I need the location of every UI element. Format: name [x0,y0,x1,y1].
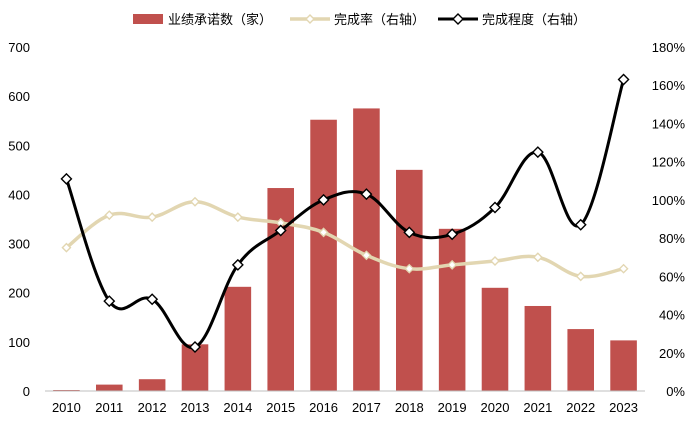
diamond-marker [318,227,329,238]
x-axis-tick-label: 2019 [438,400,467,415]
bar [524,305,552,391]
bar [438,228,466,391]
right-axis: 0% 20% 40% 60% 80% 100% 120% 140% 160% 180% [652,40,686,399]
diamond-marker [489,201,501,214]
right-axis-tick-label: 100% [652,193,686,208]
diamond-marker [617,73,630,86]
diamond-marker [404,263,415,274]
legend-diamond-marker [305,14,315,24]
diamond-marker [146,293,159,306]
bar [138,379,166,391]
right-axis-tick-label: 140% [652,116,686,131]
left-axis-tick-label: 700 [8,40,30,55]
diamond-marker [231,258,244,271]
diamond-marker [189,341,201,354]
x-axis-tick-label: 2017 [352,400,381,415]
x-axis-tick-label: 2016 [309,400,338,415]
diamond-marker [60,172,73,185]
x-axis: 2010 2011 2012 2013 2014 2015 2016 2017 2018 2019… [52,400,638,415]
right-axis-tick-label: 60% [659,269,685,284]
diamond-marker [575,271,586,282]
diamond-marker [574,218,587,231]
x-axis-tick-label: 2010 [52,400,81,415]
x-axis-tick-label: 2011 [95,400,123,415]
legend: 业绩承诺数（家） 完成率（右轴） 完成程度（右轴） [133,12,586,28]
left-axis-tick-label: 500 [8,138,30,153]
diamond-marker [532,252,543,263]
x-axis-tick-label: 2012 [138,400,167,415]
right-axis-tick-label: 40% [659,308,685,323]
right-axis-tick-label: 20% [659,346,685,361]
diamond-marker [61,242,72,253]
x-axis-tick-label: 2022 [566,400,595,415]
diamond-marker [103,295,116,308]
right-axis-tick-label: 160% [652,78,686,93]
left-axis-tick-label: 600 [8,89,30,104]
diamond-marker [447,259,458,270]
diamond-marker [232,212,243,223]
legend-label: 完成程度（右轴） [482,12,586,28]
left-axis: 0 100 200 300 400 500 600 700 [8,40,30,399]
diamond-marker [190,196,200,207]
bar [481,287,509,391]
bar [610,340,637,391]
left-axis-tick-label: 0 [23,384,30,399]
bar [224,286,252,391]
x-axis-tick-label: 2023 [609,400,638,415]
diamond-marker [446,228,459,241]
bar [96,384,123,391]
legend-bar-swatch [133,14,163,24]
x-axis-tick-label: 2015 [266,400,295,415]
x-axis-tick-label: 2013 [181,400,210,415]
diamond-marker [361,250,372,261]
bar [396,169,423,391]
legend-label: 业绩承诺数（家） [168,12,272,28]
bar [310,119,337,391]
diamond-marker [531,146,544,159]
x-axis-tick-label: 2018 [395,400,424,415]
left-axis-tick-label: 200 [8,286,30,301]
x-axis-tick-label: 2021 [523,400,552,415]
diamond-marker [360,188,373,201]
diamond-marker [490,256,500,267]
left-axis-tick-label: 300 [8,237,30,252]
diamond-marker [618,263,629,274]
x-axis-tick-label: 2014 [223,400,252,415]
legend-label: 完成率（右轴） [334,12,425,28]
x-axis-tick-label: 2020 [481,400,510,415]
diamond-marker [274,224,287,237]
right-axis-tick-label: 80% [659,231,685,246]
diamond-marker [317,193,330,206]
left-axis-tick-label: 100 [8,335,30,350]
left-axis-tick-label: 400 [8,187,30,202]
right-axis-tick-label: 120% [652,155,686,170]
line-series [60,73,630,354]
diamond-marker [104,210,115,221]
right-axis-tick-label: 0% [666,384,685,399]
right-axis-tick-label: 180% [652,40,686,55]
diamond-marker [147,212,158,223]
bar [567,329,594,391]
bar-series [53,108,637,391]
series-line [64,200,626,279]
legend-diamond-marker [452,13,464,25]
diamond-marker [403,226,416,239]
